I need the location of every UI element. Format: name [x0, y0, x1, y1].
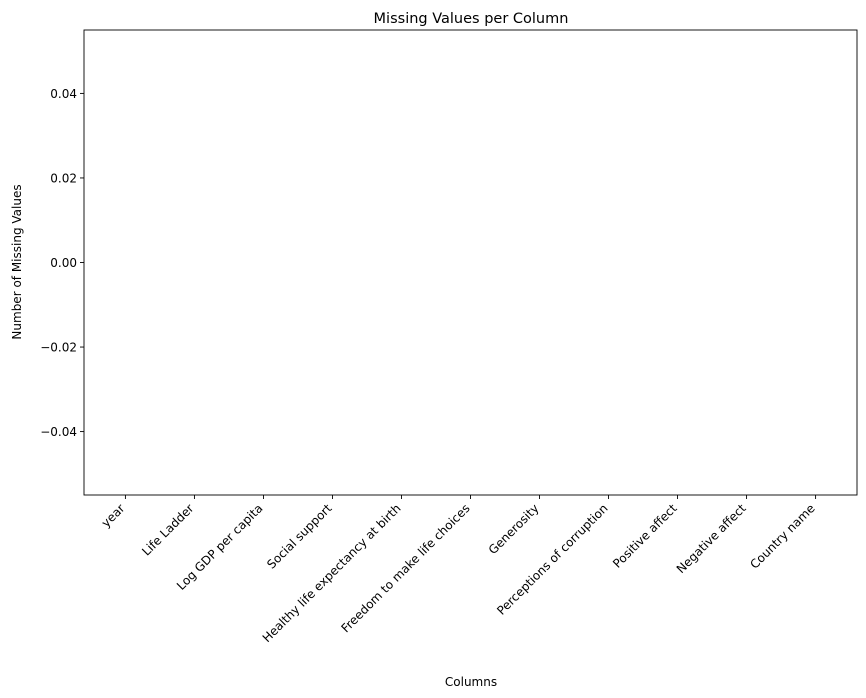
chart-title: Missing Values per Column	[374, 11, 569, 27]
y-tick-label: 0.04	[50, 87, 77, 101]
y-tick-label: −0.04	[40, 425, 77, 439]
y-tick-label: 0.02	[50, 171, 77, 185]
x-axis-label: Columns	[445, 675, 497, 689]
y-axis-label: Number of Missing Values	[10, 184, 24, 339]
y-tick-label: 0.00	[50, 256, 77, 270]
y-tick-label: −0.02	[40, 341, 77, 355]
